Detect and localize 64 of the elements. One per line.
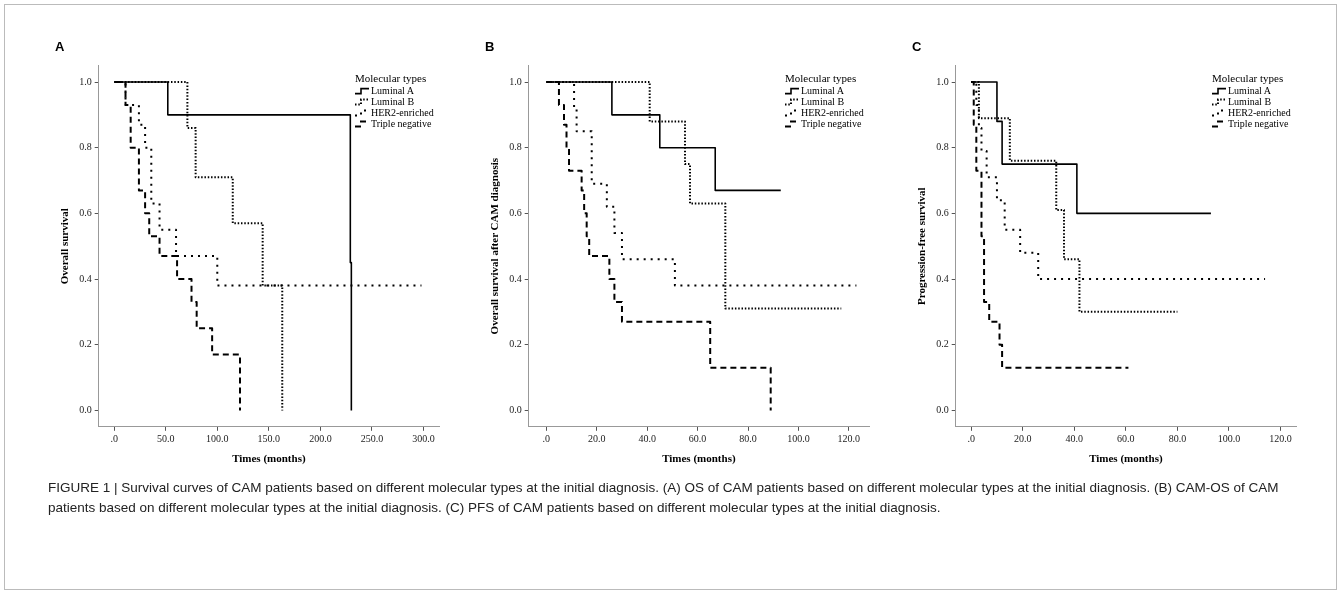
legend-label: Luminal B bbox=[1228, 96, 1272, 108]
legend-label: HER2-enriched bbox=[1228, 107, 1291, 119]
x-tick-label: 80.0 bbox=[1168, 433, 1187, 445]
y-tick-label: 0.0 bbox=[79, 404, 92, 416]
y-tick-label: 0.8 bbox=[936, 141, 949, 153]
legend-label: Triple negative bbox=[1228, 118, 1290, 130]
x-tick-label: 40.0 bbox=[638, 433, 656, 445]
x-tick-label: 80.0 bbox=[739, 433, 757, 445]
y-tick-label: 1.0 bbox=[509, 75, 522, 87]
y-tick-label: 0.4 bbox=[509, 272, 522, 284]
x-axis-title: Times (months) bbox=[662, 452, 736, 466]
x-tick-label: 250.0 bbox=[360, 433, 384, 445]
y-tick-label: 1.0 bbox=[936, 75, 949, 87]
legend-label: Luminal A bbox=[371, 85, 415, 97]
x-tick-label: 100.0 bbox=[1217, 433, 1241, 445]
x-tick-label: 100.0 bbox=[787, 433, 810, 445]
x-tick-label: 100.0 bbox=[206, 433, 229, 445]
x-tick-label: 20.0 bbox=[1013, 433, 1032, 445]
x-tick-label: 50.0 bbox=[156, 433, 175, 445]
chart-title: B bbox=[485, 39, 495, 55]
y-axis-title: Progression-free survival bbox=[915, 187, 928, 306]
caption: FIGURE 1 | Survival curves of CAM patients based on different molecular types at the initial diagnosis. (A) OS of CAM patients based on different molecular types at the initial diagnosis. (B) CAM-OS of CAM patients based on different molecular types at the initial diagnosis. (C) PFS of CAM patients based on different molecular types at the initial diagnosis. bbox=[48, 479, 1280, 517]
x-tick-label: 60.0 bbox=[1117, 433, 1135, 445]
y-tick-label: 0.0 bbox=[936, 404, 949, 416]
y-axis-title: Overall survival bbox=[58, 208, 71, 285]
legend-label: Triple negative bbox=[801, 118, 863, 130]
y-tick-label: 0.0 bbox=[509, 404, 522, 416]
x-tick-label: .0 bbox=[967, 433, 975, 445]
x-tick-label: 20.0 bbox=[588, 433, 606, 445]
chart-title: C bbox=[912, 39, 922, 55]
y-tick-label: 0.8 bbox=[79, 141, 92, 153]
y-tick-label: 0.4 bbox=[936, 272, 949, 284]
x-tick-label: 200.0 bbox=[309, 433, 332, 445]
x-tick-label: 300.0 bbox=[412, 433, 435, 445]
legend-title: Molecular types bbox=[785, 72, 857, 85]
legend-label: Luminal A bbox=[801, 85, 845, 97]
legend-label: Luminal B bbox=[371, 96, 415, 108]
legend-title: Molecular types bbox=[1212, 72, 1284, 85]
x-tick-label: 60.0 bbox=[688, 433, 707, 445]
y-tick-label: 0.6 bbox=[509, 206, 522, 218]
legend-label: Luminal B bbox=[801, 96, 845, 108]
legend-label: HER2-enriched bbox=[371, 107, 434, 119]
x-tick-label: 150.0 bbox=[257, 433, 281, 445]
x-tick-label: .0 bbox=[542, 433, 551, 445]
x-axis-title: Times (months) bbox=[232, 452, 306, 466]
legend-label: Luminal A bbox=[1228, 85, 1272, 97]
x-tick-label: 120.0 bbox=[837, 433, 861, 445]
chart-title: A bbox=[55, 39, 65, 55]
y-tick-label: 0.8 bbox=[509, 141, 522, 153]
x-axis-title: Times (months) bbox=[1089, 452, 1163, 466]
y-tick-label: 0.6 bbox=[79, 206, 92, 218]
x-tick-label: 120.0 bbox=[1269, 433, 1292, 445]
legend-label: Triple negative bbox=[371, 118, 433, 130]
y-tick-label: 0.2 bbox=[936, 338, 949, 350]
x-tick-label: 40.0 bbox=[1065, 433, 1084, 445]
y-tick-label: 0.4 bbox=[79, 272, 92, 284]
y-tick-label: 0.2 bbox=[509, 338, 522, 350]
legend-label: HER2-enriched bbox=[801, 107, 864, 119]
y-tick-label: 0.6 bbox=[936, 206, 949, 218]
y-tick-label: 1.0 bbox=[79, 75, 92, 87]
x-tick-label: .0 bbox=[110, 433, 118, 445]
legend-title: Molecular types bbox=[355, 72, 427, 85]
y-axis-title: Overall survival after CAM diagnosis bbox=[488, 157, 501, 335]
y-tick-label: 0.2 bbox=[79, 338, 92, 350]
